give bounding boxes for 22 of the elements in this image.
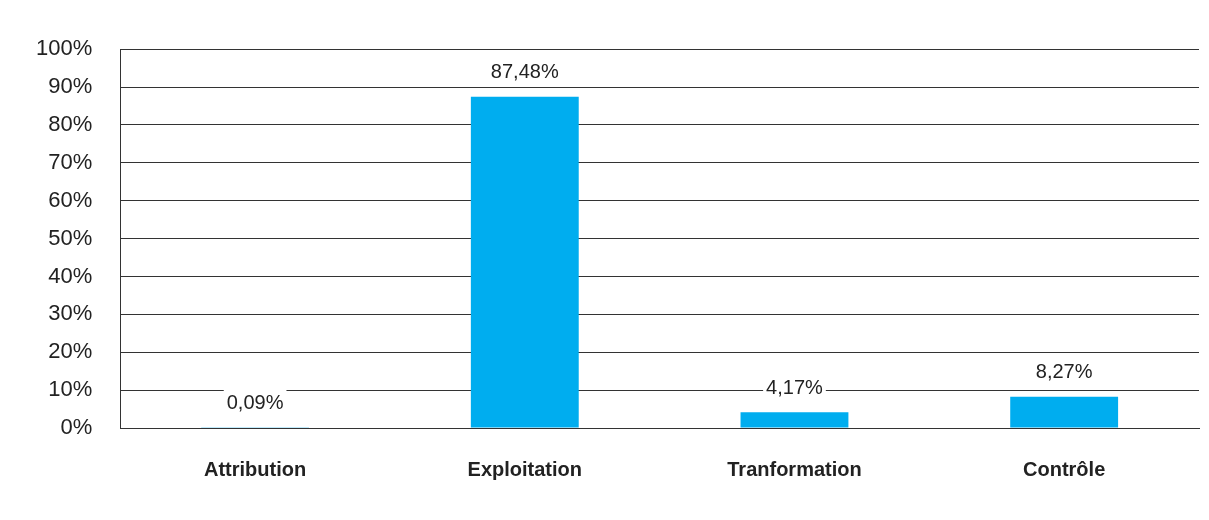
data-label: 8,27% bbox=[1035, 360, 1093, 383]
data-label: 4,17% bbox=[766, 375, 824, 398]
y-tick-label: 70% bbox=[48, 148, 93, 174]
y-tick-label: 80% bbox=[48, 111, 93, 137]
y-tick-label: 10% bbox=[48, 376, 93, 402]
data-label: 87,48% bbox=[490, 60, 559, 83]
bar bbox=[740, 412, 849, 428]
x-tick-label: Attribution bbox=[204, 457, 307, 480]
y-tick-label: 60% bbox=[48, 186, 93, 212]
y-tick-label: 0% bbox=[60, 414, 93, 440]
y-tick-label: 50% bbox=[48, 224, 93, 250]
bar bbox=[470, 96, 579, 428]
x-tick-label: Contrôle bbox=[1023, 457, 1106, 480]
y-tick-label: 20% bbox=[48, 338, 93, 364]
y-tick-label: 90% bbox=[48, 73, 93, 99]
bar bbox=[1010, 396, 1119, 428]
x-tick-label: Exploitation bbox=[467, 457, 583, 480]
x-tick-label: Tranformation bbox=[727, 457, 862, 480]
y-tick-label: 30% bbox=[48, 300, 93, 326]
y-tick-label: 40% bbox=[48, 262, 93, 288]
data-label: 0,09% bbox=[226, 391, 284, 414]
y-tick-label: 100% bbox=[35, 35, 93, 61]
